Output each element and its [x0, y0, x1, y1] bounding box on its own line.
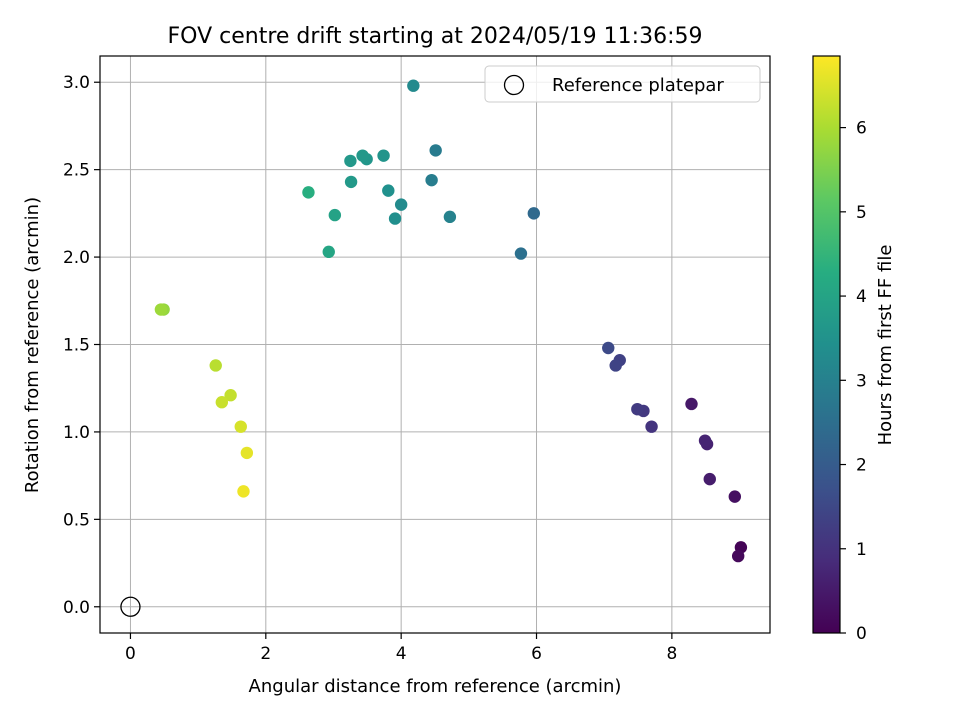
y-tick-label: 3.0 — [63, 73, 90, 93]
data-point — [322, 245, 335, 259]
colorbar-tick-label: 0 — [856, 624, 867, 644]
y-axis-label: Rotation from reference (arcmin) — [22, 197, 43, 493]
colorbar-tick-label: 1 — [856, 540, 867, 560]
data-point — [443, 210, 457, 224]
data-point — [328, 208, 342, 222]
x-tick-label: 8 — [666, 644, 677, 664]
grid — [100, 56, 770, 633]
legend-label: Reference platepar — [552, 75, 724, 96]
data-point — [728, 490, 742, 503]
reference-marker — [120, 596, 141, 617]
data-point — [224, 389, 237, 402]
x-tick-label: 0 — [125, 644, 136, 664]
y-axis-ticks: 0.0 0.5 1.0 1.5 2.0 2.5 3.0 — [63, 73, 100, 618]
data-point — [344, 175, 358, 189]
colorbar-label: Hours from first FF file — [875, 245, 896, 446]
data-point — [394, 198, 408, 211]
data-point — [645, 420, 658, 433]
data-point — [388, 212, 402, 225]
colorbar-tick-label: 5 — [856, 203, 867, 223]
data-point — [215, 396, 229, 409]
data-point — [609, 359, 622, 372]
legend-box — [484, 65, 761, 103]
colorbar-frame — [812, 55, 841, 634]
data-point — [685, 397, 698, 411]
colorbar-ticks: 0 1 2 3 4 5 6 — [840, 119, 867, 644]
data-point — [602, 341, 615, 355]
colorbar-tick-label: 3 — [856, 371, 867, 391]
data-point — [698, 434, 712, 447]
colorbar-tick-label: 2 — [856, 456, 867, 476]
data-point — [234, 420, 247, 433]
y-tick-label: 1.5 — [63, 336, 90, 356]
reference-point — [120, 596, 141, 617]
colorbar: 0 1 2 3 4 5 6 Hours from first FF file — [812, 55, 896, 644]
data-point — [154, 303, 168, 316]
data-point — [377, 149, 390, 162]
data-point — [302, 186, 315, 199]
y-tick-label: 0.5 — [63, 510, 90, 530]
colorbar-tick-label: 4 — [856, 287, 867, 307]
legend: Reference platepar — [484, 65, 761, 103]
y-tick-label: 2.0 — [63, 248, 90, 268]
x-tick-label: 2 — [260, 644, 271, 664]
x-axis-ticks: 0 2 4 6 8 — [125, 633, 677, 664]
data-point — [240, 446, 254, 460]
y-tick-label: 2.5 — [63, 161, 90, 181]
data-point — [631, 402, 644, 416]
data-point — [527, 207, 541, 220]
data-points — [154, 79, 748, 563]
chart-title: FOV centre drift starting at 2024/05/19 … — [168, 24, 703, 49]
data-point — [407, 79, 420, 92]
data-point — [429, 144, 442, 157]
data-point — [703, 472, 716, 486]
legend-marker-icon — [503, 74, 525, 96]
y-tick-label: 0.0 — [63, 598, 90, 618]
x-tick-label: 4 — [396, 644, 407, 664]
colorbar-gradient — [813, 56, 840, 633]
data-point — [731, 549, 745, 563]
data-point — [382, 184, 395, 197]
colorbar-tick-label: 6 — [856, 119, 867, 139]
x-tick-label: 6 — [531, 644, 542, 664]
data-point — [209, 359, 222, 372]
data-point — [425, 173, 438, 187]
data-point — [356, 149, 369, 162]
y-tick-label: 1.0 — [63, 423, 90, 443]
data-point — [237, 485, 250, 498]
x-axis-label: Angular distance from reference (arcmin) — [249, 676, 622, 697]
data-point — [344, 154, 357, 168]
data-point — [514, 247, 528, 260]
